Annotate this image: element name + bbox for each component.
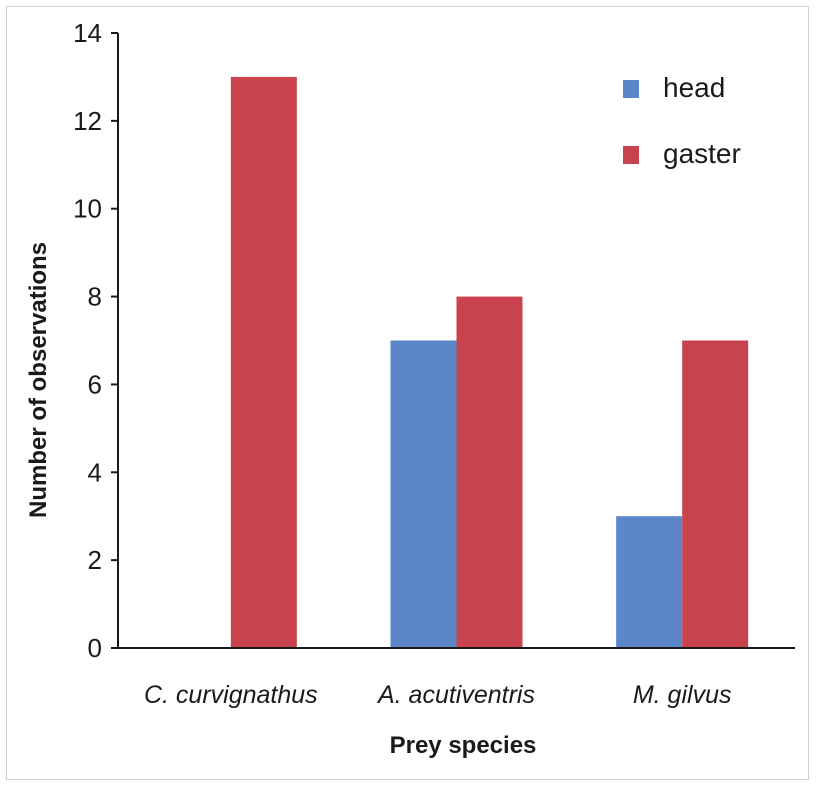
y-tick-label: 2 xyxy=(88,545,102,575)
legend: head gaster xyxy=(623,72,741,169)
y-tick-label: 6 xyxy=(88,369,102,399)
bar-head xyxy=(616,516,683,648)
y-tick-label: 14 xyxy=(73,18,102,48)
x-category-label: A. acutiventris xyxy=(376,681,535,709)
bar-gaster xyxy=(230,76,297,648)
y-axis-title: Number of observations xyxy=(25,242,52,518)
bar-gaster xyxy=(456,296,523,648)
y-tick-label: 8 xyxy=(88,282,102,312)
y-tick-label: 10 xyxy=(73,194,102,224)
axes-layer xyxy=(117,33,795,649)
x-category-label: M. gilvus xyxy=(633,681,732,709)
legend-swatch-gaster xyxy=(623,146,639,164)
legend-label-gaster: gaster xyxy=(663,138,741,169)
y-tick-label: 0 xyxy=(88,633,102,663)
y-tick-label: 12 xyxy=(73,106,102,136)
bars-layer xyxy=(230,76,749,648)
bar-head xyxy=(390,340,457,648)
x-axis-title: Prey species xyxy=(390,732,537,759)
legend-label-head: head xyxy=(663,72,725,103)
x-category-labels: C. curvignathus A. acutiventris M. gilvus xyxy=(144,681,732,709)
x-category-label: C. curvignathus xyxy=(144,681,318,709)
y-tick-labels: 0 2 4 6 8 10 12 14 xyxy=(73,18,118,663)
y-tick-label: 4 xyxy=(88,457,102,487)
legend-swatch-head xyxy=(623,80,639,98)
bar-gaster xyxy=(682,340,749,648)
